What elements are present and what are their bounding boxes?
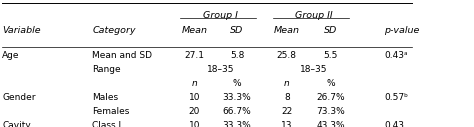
Text: 25.8: 25.8 xyxy=(277,51,297,60)
Text: n: n xyxy=(284,79,290,88)
Text: 26.7%: 26.7% xyxy=(316,93,345,102)
Text: %: % xyxy=(233,79,241,88)
Text: 0.43ᵃ: 0.43ᵃ xyxy=(384,51,408,60)
Text: Age: Age xyxy=(2,51,20,60)
Text: 10: 10 xyxy=(189,93,200,102)
Text: 33.3%: 33.3% xyxy=(223,93,251,102)
Text: Group II: Group II xyxy=(294,11,332,20)
Text: Mean: Mean xyxy=(274,26,300,35)
Text: Range: Range xyxy=(92,65,121,74)
Text: Gender: Gender xyxy=(2,93,36,102)
Text: 33.3%: 33.3% xyxy=(223,121,251,127)
Text: 5.5: 5.5 xyxy=(323,51,337,60)
Text: p-value: p-value xyxy=(384,26,419,35)
Text: Category: Category xyxy=(92,26,136,35)
Text: Group I: Group I xyxy=(203,11,238,20)
Text: Class I: Class I xyxy=(92,121,121,127)
Text: Females: Females xyxy=(92,107,130,116)
Text: 5.8: 5.8 xyxy=(230,51,244,60)
Text: n: n xyxy=(191,79,197,88)
Text: 27.1: 27.1 xyxy=(184,51,204,60)
Text: 20: 20 xyxy=(189,107,200,116)
Text: 0.43: 0.43 xyxy=(384,121,404,127)
Text: 0.57ᵇ: 0.57ᵇ xyxy=(384,93,408,102)
Text: 18–35: 18–35 xyxy=(300,65,327,74)
Text: Mean and SD: Mean and SD xyxy=(92,51,153,60)
Text: Males: Males xyxy=(92,93,118,102)
Text: SD: SD xyxy=(324,26,337,35)
Text: %: % xyxy=(326,79,335,88)
Text: Mean: Mean xyxy=(182,26,207,35)
Text: 10: 10 xyxy=(189,121,200,127)
Text: 73.3%: 73.3% xyxy=(316,107,345,116)
Text: 13: 13 xyxy=(281,121,292,127)
Text: SD: SD xyxy=(230,26,244,35)
Text: 66.7%: 66.7% xyxy=(223,107,251,116)
Text: Cavity: Cavity xyxy=(2,121,31,127)
Text: 43.3%: 43.3% xyxy=(316,121,345,127)
Text: 22: 22 xyxy=(281,107,292,116)
Text: 18–35: 18–35 xyxy=(207,65,234,74)
Text: 8: 8 xyxy=(284,93,290,102)
Text: Variable: Variable xyxy=(2,26,41,35)
